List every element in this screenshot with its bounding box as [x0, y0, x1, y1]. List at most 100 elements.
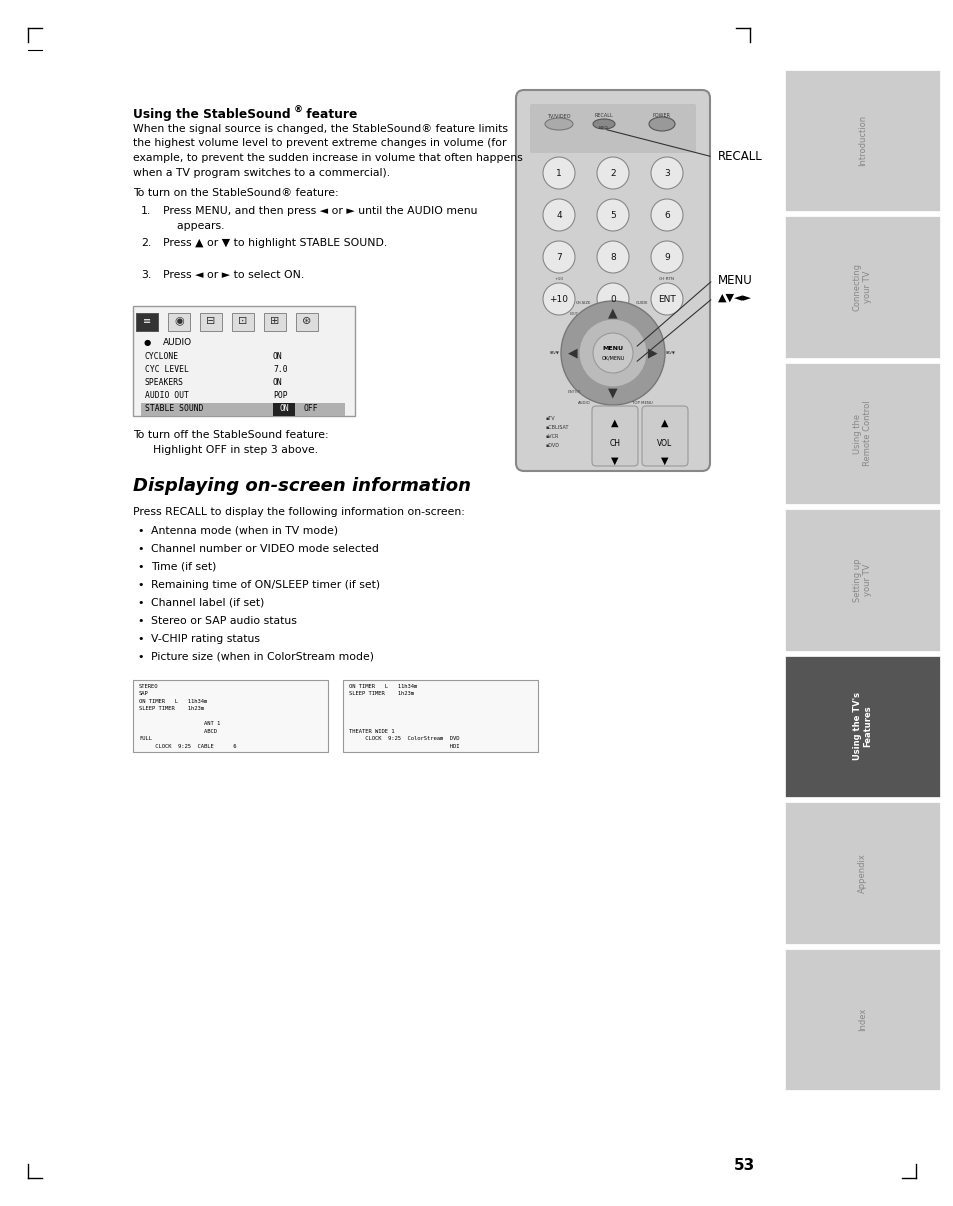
Circle shape [597, 283, 628, 315]
Text: ▼: ▼ [611, 456, 618, 466]
Text: ▪TV: ▪TV [545, 416, 555, 421]
Text: •: • [137, 544, 144, 554]
Text: ▲▼◄►: ▲▼◄► [718, 293, 751, 303]
Text: feature: feature [302, 109, 357, 121]
Text: •: • [137, 651, 144, 662]
Text: •: • [137, 598, 144, 608]
Text: ▪DVD: ▪DVD [545, 443, 559, 447]
Text: Press MENU, and then press ◄ or ► until the AUDIO menu: Press MENU, and then press ◄ or ► until … [163, 206, 477, 217]
Text: 1: 1 [556, 169, 561, 177]
Text: STEREO: STEREO [139, 684, 158, 689]
Text: •: • [137, 562, 144, 572]
Text: Using the
Remote Control: Using the Remote Control [852, 400, 871, 467]
Text: 7: 7 [556, 252, 561, 262]
Text: Press RECALL to display the following information on-screen:: Press RECALL to display the following in… [132, 508, 464, 517]
Text: ▪CBLISAT: ▪CBLISAT [545, 425, 569, 431]
Text: •: • [137, 616, 144, 626]
Circle shape [650, 283, 682, 315]
Text: 6: 6 [663, 211, 669, 219]
Text: Picture size (when in ColorStream mode): Picture size (when in ColorStream mode) [151, 651, 374, 662]
Text: Stereo or SAP audio status: Stereo or SAP audio status [151, 616, 296, 626]
Text: FAV▼: FAV▼ [665, 351, 676, 355]
Text: ENT: ENT [658, 294, 675, 304]
Text: appears.: appears. [163, 221, 224, 232]
Text: ®: ® [294, 106, 303, 115]
FancyBboxPatch shape [295, 314, 317, 332]
Text: when a TV program switches to a commercial).: when a TV program switches to a commerci… [132, 168, 390, 177]
Text: 9: 9 [663, 252, 669, 262]
Text: ▼: ▼ [608, 386, 618, 399]
Text: HDI: HDI [349, 744, 459, 749]
Text: 4: 4 [556, 211, 561, 219]
Text: Setting up
your TV: Setting up your TV [852, 558, 871, 602]
Text: MENU: MENU [601, 346, 623, 351]
Text: CH·RTN: CH·RTN [659, 277, 675, 281]
Text: the highest volume level to prevent extreme changes in volume (for: the highest volume level to prevent extr… [132, 139, 506, 148]
Text: To turn on the StableSound® feature:: To turn on the StableSound® feature: [132, 188, 338, 198]
Text: CYC LEVEL: CYC LEVEL [145, 365, 189, 374]
Text: ON TIMER   L   11h34m: ON TIMER L 11h34m [349, 684, 416, 689]
Text: •: • [137, 526, 144, 535]
Text: AUDIO OUT: AUDIO OUT [145, 391, 189, 400]
Text: ⊛: ⊛ [302, 316, 312, 326]
Text: FULL: FULL [139, 736, 152, 742]
Text: SLEEP TIMER    1h23m: SLEEP TIMER 1h23m [349, 691, 414, 696]
Text: Remaining time of ON/SLEEP timer (if set): Remaining time of ON/SLEEP timer (if set… [151, 580, 379, 590]
Text: OK/MENU: OK/MENU [600, 356, 624, 361]
Text: ▪VCR: ▪VCR [545, 434, 558, 439]
FancyBboxPatch shape [168, 314, 190, 332]
Text: When the signal source is changed, the StableSound® feature limits: When the signal source is changed, the S… [132, 124, 507, 134]
Text: Press ▲ or ▼ to highlight STABLE SOUND.: Press ▲ or ▼ to highlight STABLE SOUND. [163, 239, 387, 248]
Text: CLOCK  9:25  ColorStream  DVD: CLOCK 9:25 ColorStream DVD [349, 736, 459, 742]
Text: Displaying on-screen information: Displaying on-screen information [132, 478, 471, 496]
Text: •: • [137, 633, 144, 644]
Text: CYCLONE: CYCLONE [145, 352, 179, 362]
Text: Channel number or VIDEO mode selected: Channel number or VIDEO mode selected [151, 544, 378, 554]
Text: SAP: SAP [139, 691, 149, 696]
Text: Appendix: Appendix [857, 853, 866, 892]
Text: +10: +10 [549, 294, 568, 304]
Text: 3.: 3. [141, 270, 152, 280]
Text: Connecting
your TV: Connecting your TV [852, 263, 871, 311]
Text: TOP MENU: TOP MENU [631, 402, 652, 405]
Text: AUDIO: AUDIO [577, 402, 590, 405]
Text: CH.SIZE: CH.SIZE [576, 300, 591, 305]
Text: Index: Index [857, 1007, 866, 1031]
Text: ≡: ≡ [143, 316, 151, 326]
Text: ◉: ◉ [174, 316, 184, 326]
Text: THEATER WIDE 1: THEATER WIDE 1 [349, 728, 395, 733]
Text: FAV▼: FAV▼ [550, 351, 559, 355]
Text: Time (if set): Time (if set) [151, 562, 216, 572]
FancyBboxPatch shape [132, 680, 328, 751]
Text: Introduction: Introduction [857, 115, 866, 166]
Text: STABLE SOUND: STABLE SOUND [145, 404, 203, 414]
Circle shape [542, 157, 575, 189]
Text: RECALL: RECALL [718, 151, 762, 164]
Text: ABCD: ABCD [139, 728, 216, 733]
Text: V-CHIP rating status: V-CHIP rating status [151, 633, 260, 644]
Text: RECALL: RECALL [594, 113, 613, 118]
FancyBboxPatch shape [784, 363, 939, 504]
Text: ▶: ▶ [647, 346, 658, 359]
Text: 5: 5 [610, 211, 616, 219]
FancyBboxPatch shape [784, 216, 939, 358]
Text: POWER: POWER [652, 113, 670, 118]
Circle shape [542, 283, 575, 315]
Ellipse shape [593, 119, 615, 129]
Circle shape [542, 199, 575, 232]
Text: +10: +10 [554, 277, 563, 281]
Text: ▲: ▲ [611, 418, 618, 428]
Text: Using the TV's
Features: Using the TV's Features [852, 692, 871, 761]
Text: ENTER: ENTER [567, 390, 580, 394]
FancyBboxPatch shape [343, 680, 537, 751]
Text: MENU: MENU [718, 274, 752, 287]
Text: 8: 8 [610, 252, 616, 262]
Text: ON: ON [273, 352, 282, 362]
Text: ON TIMER   L   11h34m: ON TIMER L 11h34m [139, 698, 207, 703]
Text: AUDIO: AUDIO [163, 338, 192, 347]
FancyBboxPatch shape [136, 314, 158, 332]
Text: 2: 2 [610, 169, 616, 177]
Text: 53: 53 [733, 1159, 754, 1173]
Text: ▼: ▼ [660, 456, 668, 466]
Text: Channel label (if set): Channel label (if set) [151, 598, 264, 608]
